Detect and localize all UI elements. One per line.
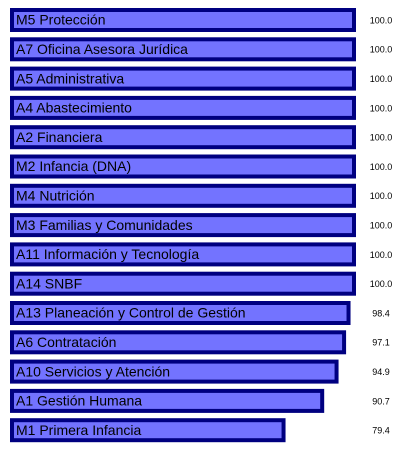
bar xyxy=(10,183,356,208)
category-label: A2 Financiera xyxy=(16,129,103,145)
bar xyxy=(10,37,356,62)
bar xyxy=(10,242,356,267)
category-label: M3 Familias y Comunidades xyxy=(16,217,193,233)
bar xyxy=(10,125,356,150)
value-label: 100.0 xyxy=(370,45,393,55)
value-label: 100.0 xyxy=(370,133,393,143)
bar xyxy=(10,66,356,91)
value-label: 90.7 xyxy=(372,396,390,406)
value-label: 100.0 xyxy=(370,220,393,230)
category-label: M5 Protección xyxy=(16,12,105,28)
value-label: 79.4 xyxy=(372,426,390,436)
category-label: A13 Planeación y Control de Gestión xyxy=(16,305,246,321)
value-label: 100.0 xyxy=(370,250,393,260)
bar xyxy=(10,301,351,325)
bar xyxy=(10,330,347,355)
category-label: A10 Servicios y Atención xyxy=(16,363,170,379)
value-label: 97.1 xyxy=(372,338,390,348)
category-label: M2 Infancia (DNA) xyxy=(16,158,131,174)
value-label: 100.0 xyxy=(370,15,393,25)
category-label: A6 Contratación xyxy=(16,334,116,350)
bar xyxy=(10,271,356,296)
bar xyxy=(10,8,356,32)
value-label: 100.0 xyxy=(370,74,393,84)
bar xyxy=(10,359,339,384)
bar xyxy=(10,388,325,413)
category-label: M4 Nutrición xyxy=(16,188,95,204)
value-label: 100.0 xyxy=(370,162,393,172)
category-label: A4 Abastecimiento xyxy=(16,100,132,116)
category-label: A11 Información y Tecnología xyxy=(16,246,199,262)
bar xyxy=(10,213,356,238)
value-label: 100.0 xyxy=(370,103,393,113)
bar xyxy=(10,418,286,443)
value-label: 98.4 xyxy=(372,308,390,318)
category-label: A14 SNBF xyxy=(16,275,82,291)
category-label: A7 Oficina Asesora Jurídica xyxy=(16,41,188,57)
value-label: 100.0 xyxy=(370,191,393,201)
value-label: 100.0 xyxy=(370,279,393,289)
value-label: 94.9 xyxy=(372,367,390,377)
bar xyxy=(10,154,356,179)
category-label: A1 Gestión Humana xyxy=(16,393,142,409)
bar xyxy=(10,95,356,120)
category-label: A5 Administrativa xyxy=(16,70,124,86)
category-label: M1 Primera Infancia xyxy=(16,422,141,438)
